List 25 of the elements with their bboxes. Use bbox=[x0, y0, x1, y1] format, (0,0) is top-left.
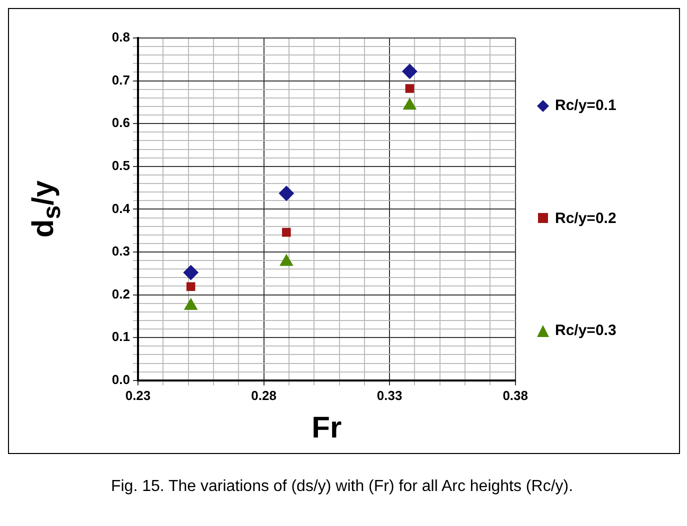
caption: Fig. 15. The variations of (ds/y) with (Fr) for all Arc heights (Rc/y). bbox=[110, 478, 574, 496]
y-tick-label: 0.7 bbox=[112, 72, 130, 88]
y-tick-label: 0.0 bbox=[112, 372, 130, 387]
y-tick-label: 0.6 bbox=[112, 115, 130, 130]
point bbox=[402, 64, 418, 79]
legend-label: Rc/y=0.2 bbox=[555, 210, 616, 226]
y-tick-label: 0.4 bbox=[112, 200, 131, 216]
x-tick-label: 0.23 bbox=[125, 388, 151, 403]
x-axis-title: Fr bbox=[312, 411, 342, 444]
x-tick-label: 0.33 bbox=[376, 388, 402, 403]
legend-label: Rc/y=0.3 bbox=[555, 322, 616, 339]
point bbox=[183, 265, 198, 280]
x-tick-label: 0.28 bbox=[251, 388, 276, 403]
y-tick-label: 0.3 bbox=[112, 244, 130, 259]
y-tick-label: 0.5 bbox=[112, 158, 130, 173]
point bbox=[282, 228, 291, 237]
y-tick-label: 0.2 bbox=[112, 286, 130, 302]
legend-label: Rc/y=0.1 bbox=[555, 97, 616, 114]
x-tick-label: 0.38 bbox=[502, 388, 528, 403]
point bbox=[186, 282, 196, 292]
point bbox=[405, 84, 414, 93]
point bbox=[403, 98, 416, 110]
y-tick-label: 0.8 bbox=[112, 30, 130, 45]
point bbox=[278, 186, 294, 201]
y-tick-label: 0.1 bbox=[112, 329, 130, 344]
